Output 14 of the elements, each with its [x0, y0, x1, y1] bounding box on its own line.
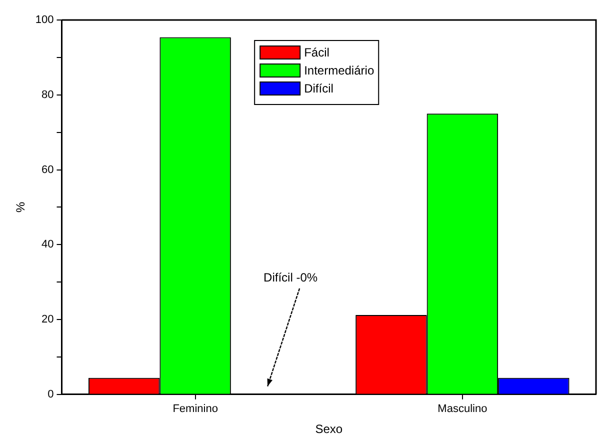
legend-label: Intermediário	[304, 63, 374, 78]
y-tick-label: 80	[42, 88, 54, 101]
y-axis-title: %	[14, 202, 28, 213]
legend-label: Difícil	[304, 81, 334, 96]
y-tick-label: 40	[42, 238, 54, 251]
x-axis-title: Sexo	[315, 422, 343, 436]
y-tick-label: 20	[42, 314, 54, 326]
annotation: Difícil -0%	[264, 270, 318, 285]
y-tick-label: 100	[35, 14, 54, 26]
x-tick-label: Masculino	[438, 403, 488, 416]
y-tick-label: 0	[48, 388, 54, 400]
y-tick-label: 60	[42, 164, 54, 176]
x-tick-label: Feminino	[172, 403, 218, 416]
legend-label: Fácil	[304, 45, 330, 60]
